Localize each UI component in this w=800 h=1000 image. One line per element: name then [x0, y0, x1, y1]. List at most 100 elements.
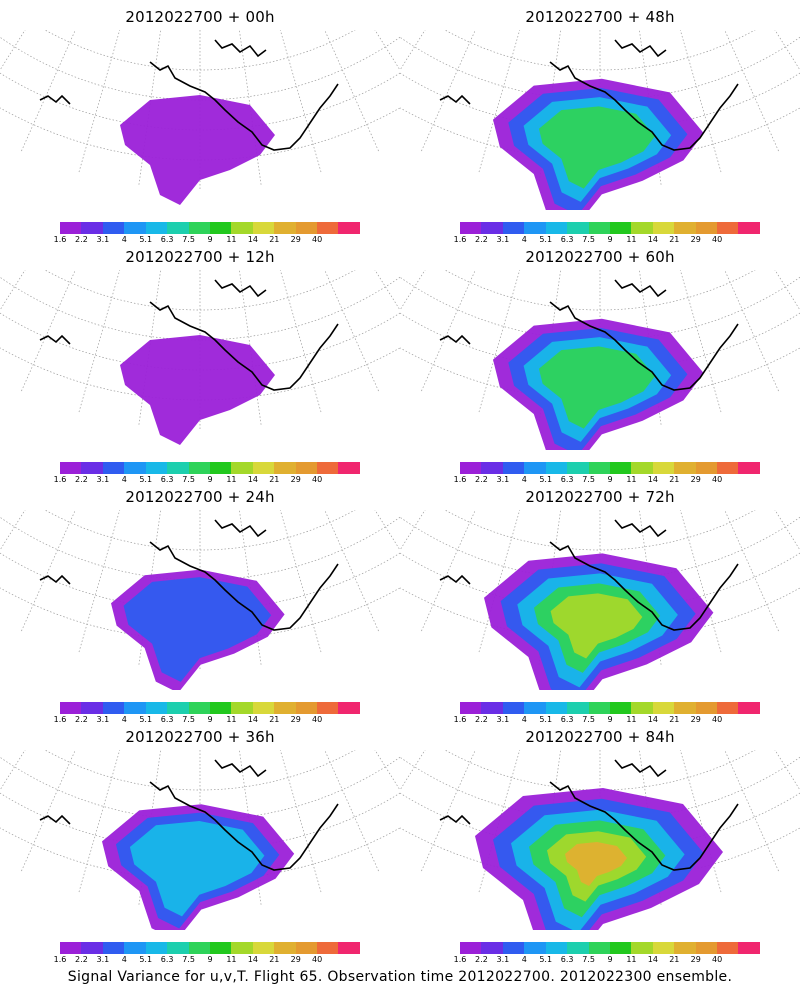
- colorbar-ticks: 1.6 2.2 3.1 4 5.1 6.3 7.5 9 11 14 21 29 40: [454, 955, 760, 965]
- colorbar-tick-label: 1.6: [453, 235, 467, 244]
- colorbar-swatch: [231, 462, 253, 474]
- colorbar-swatch: [188, 222, 210, 234]
- colorbar-swatch: [738, 702, 760, 714]
- colorbar-swatch: [338, 222, 360, 234]
- latitude-line: [44, 510, 356, 551]
- colorbar-ticks: 1.6 2.2 3.1 4 5.1 6.3 7.5 9 11 14 21 29 40: [54, 955, 360, 965]
- colorbar-tick-label: 2.2: [75, 715, 88, 724]
- colorbar-tick-label: 5.1: [539, 715, 553, 724]
- coastline: [549, 781, 739, 871]
- coastlines: [39, 759, 339, 871]
- colorbar-tick-label: 3.1: [496, 955, 510, 964]
- forecast-panel: 2012022700 + 84h 1.6 2.2 3.1 4 5.1 6.3 7.5 9 11 14…: [400, 720, 800, 964]
- latitude-line: [444, 510, 756, 551]
- latitude-line: [400, 756, 800, 821]
- colorbar-tick-label: 4: [521, 235, 527, 244]
- colorbar-tick-label: 1.6: [53, 475, 67, 484]
- colorbar-tick-label: 9: [207, 715, 213, 724]
- colorbar-tick-label: 3.1: [96, 235, 110, 244]
- colorbar-swatch: [695, 222, 718, 234]
- colorbar-tick-label: 4: [521, 715, 527, 724]
- colorbar-tick-label: 9: [207, 955, 213, 964]
- colorbar-swatch: [717, 702, 739, 714]
- coastline: [214, 39, 267, 58]
- colorbar-tick-label: 7.5: [182, 475, 195, 484]
- colorbar-swatch: [545, 702, 568, 714]
- colorbar-tick-label: 21: [669, 235, 680, 244]
- colorbar-tick-label: 21: [269, 235, 280, 244]
- variance-field: [484, 553, 714, 690]
- latitude-line: [400, 827, 800, 881]
- colorbar-swatch: [717, 222, 739, 234]
- longitude-line: [78, 30, 121, 174]
- colorbar-tick-label: 6.3: [160, 955, 174, 964]
- colorbar-swatch: [609, 462, 632, 474]
- colorbar-tick-label: 40: [312, 955, 323, 964]
- variance-field: [475, 788, 723, 930]
- coastline: [614, 39, 667, 58]
- coastline: [39, 574, 71, 585]
- longitude-line: [20, 270, 76, 393]
- colorbar-tick-label: 11: [226, 235, 237, 244]
- colorbar-swatch: [738, 462, 760, 474]
- longitude-line: [324, 510, 380, 633]
- polar-map: [400, 510, 800, 690]
- colorbar-tick-label: 40: [312, 235, 323, 244]
- colorbar-swatch: [209, 942, 232, 954]
- colorbar-swatch: [317, 942, 339, 954]
- colorbar-swatch: [609, 702, 632, 714]
- coastline: [39, 94, 71, 105]
- colorbar-tick-label: 1.6: [453, 955, 467, 964]
- colorbar: [460, 222, 760, 234]
- colorbar-swatch: [60, 942, 82, 954]
- colorbar-swatch: [588, 942, 610, 954]
- colorbar-swatch: [545, 222, 568, 234]
- longitude-line: [279, 270, 322, 414]
- colorbar-tick-label: 7.5: [582, 955, 595, 964]
- coastline: [614, 759, 667, 778]
- colorbar-tick-label: 21: [669, 715, 680, 724]
- colorbar-tick-label: 9: [607, 955, 613, 964]
- colorbar-tick-label: 14: [647, 955, 658, 964]
- colorbar-tick-label: 14: [647, 235, 658, 244]
- longitude-line: [0, 30, 26, 71]
- panel-title: 2012022700 + 36h: [125, 728, 275, 746]
- longitude-line: [478, 30, 521, 174]
- colorbar-swatch: [481, 222, 503, 234]
- colorbar-swatch: [317, 702, 339, 714]
- variance-contour: [550, 593, 643, 659]
- colorbar-tick-label: 9: [607, 475, 613, 484]
- variance-contour: [129, 820, 265, 917]
- longitude-line: [20, 510, 76, 633]
- longitude-line: [420, 30, 476, 153]
- latitude-line: [400, 36, 800, 101]
- colorbar-tick-label: 3.1: [496, 235, 510, 244]
- colorbar-swatch: [588, 222, 610, 234]
- colorbar-swatch: [738, 222, 760, 234]
- colorbar-ticks: 1.6 2.2 3.1 4 5.1 6.3 7.5 9 11 14 21 29 40: [454, 235, 760, 245]
- colorbar-swatch: [295, 462, 318, 474]
- colorbar-tick-label: 21: [669, 955, 680, 964]
- longitude-line: [724, 510, 780, 633]
- colorbar-swatch: [124, 222, 146, 234]
- coastline: [439, 814, 471, 825]
- latitude-line: [400, 347, 800, 401]
- colorbar-tick-label: 3.1: [496, 475, 510, 484]
- colorbar-tick-label: 6.3: [560, 715, 574, 724]
- colorbar-tick-label: 1.6: [53, 955, 67, 964]
- colorbar-tick-label: 2.2: [75, 235, 88, 244]
- colorbar-swatch: [295, 222, 318, 234]
- variance-field: [120, 335, 275, 445]
- colorbar-swatch: [60, 702, 82, 714]
- colorbar-swatch: [460, 942, 482, 954]
- colorbar-swatch: [609, 222, 632, 234]
- variance-field: [493, 78, 704, 210]
- colorbar-tick-label: 7.5: [582, 235, 595, 244]
- colorbar-tick-label: 7.5: [182, 955, 195, 964]
- colorbar-swatch: [124, 462, 146, 474]
- colorbar-swatch: [252, 942, 275, 954]
- colorbar-tick-label: 21: [669, 475, 680, 484]
- latitude-line: [0, 756, 400, 821]
- coastline: [39, 814, 71, 825]
- colorbar-tick-label: 14: [247, 955, 258, 964]
